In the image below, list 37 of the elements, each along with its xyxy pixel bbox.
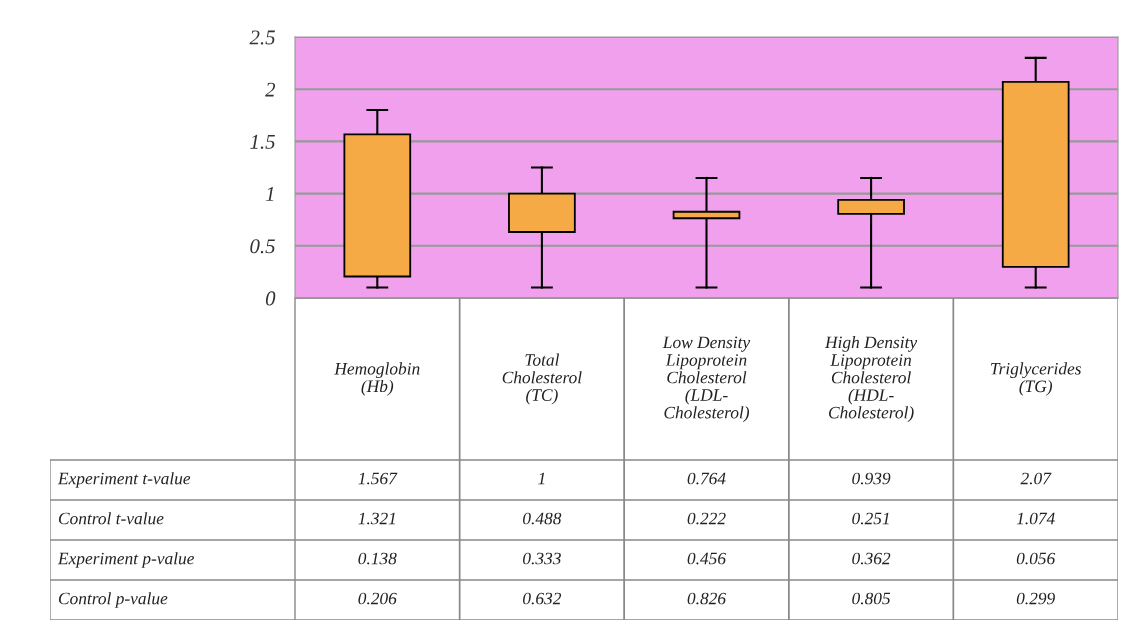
candlestick	[672, 176, 741, 289]
data-label: 0.222	[687, 512, 726, 525]
y-tick-label: 1	[265, 187, 274, 201]
y-tick-label: 0	[265, 291, 276, 306]
data-label: 0.362	[852, 552, 891, 565]
data-label: 0.826	[687, 592, 726, 605]
data-label: 0.333	[523, 552, 561, 565]
text: Control t-value	[58, 512, 164, 525]
text: Control p-value	[58, 592, 168, 608]
category-label: Triglycerides (TG)	[991, 362, 1081, 396]
text: Experiment t-value	[57, 472, 191, 488]
data-label: 0.632	[523, 592, 562, 605]
y-tick-label: 1.5	[250, 134, 275, 149]
data-label: 0.939	[852, 472, 891, 485]
y-tick-label: 0.5	[250, 239, 275, 254]
data-label: 0.138	[358, 552, 397, 565]
data-label: 0.056	[1016, 552, 1056, 565]
category-label: High Density Lipoprotein Cholesterol (HDL- Cholesterol)	[824, 336, 918, 422]
y-tick-label: 2	[265, 82, 276, 97]
candlestick	[837, 176, 905, 289]
data-label: 0.456	[687, 552, 726, 565]
data-label: 1.321	[358, 512, 395, 525]
data-label: 0.488	[523, 512, 562, 525]
data-label: 0.764	[687, 472, 726, 485]
y-tick-label: 2.5	[249, 30, 275, 45]
data-label: 1.074	[1016, 512, 1055, 525]
data-label: 0.206	[358, 592, 397, 605]
category-label: Low Density Lipoprotein Cholesterol (LDL- Cholesterol)	[662, 336, 751, 422]
data-label: 0.805	[852, 592, 891, 605]
data-label: 2.07	[1020, 472, 1052, 485]
data-label: 1	[538, 472, 545, 485]
data-label: 0.251	[852, 512, 889, 525]
text: Experiment p-value	[57, 552, 195, 568]
data-label: 1.567	[358, 472, 398, 485]
category-label: Total Cholesterol (TC)	[502, 353, 582, 405]
category-label: Hemoglobin (Hb)	[334, 362, 420, 396]
data-label: 0.299	[1016, 592, 1055, 605]
